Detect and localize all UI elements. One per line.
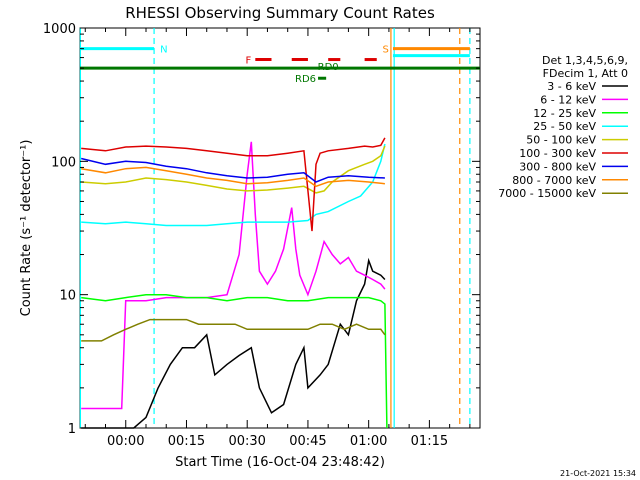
- y-tick-label: 10: [59, 289, 76, 304]
- x-tick-label: 00:30: [228, 434, 265, 449]
- series-line-0: [81, 257, 386, 429]
- flag-label: RD0: [318, 62, 339, 73]
- legend-label-1: 6 - 12 keV: [540, 93, 596, 106]
- legend-label-4: 50 - 100 keV: [526, 134, 596, 147]
- series-lines: [81, 137, 388, 429]
- legend: Det 1,3,4,5,6,9,FDecim 1, Att 03 - 6 keV…: [498, 54, 628, 200]
- legend-label-0: 3 - 6 keV: [547, 80, 596, 93]
- flag-label: S: [383, 45, 389, 56]
- legend-header: FDecim 1, Att 0: [543, 67, 628, 80]
- flag-label: N: [160, 45, 167, 56]
- flag-label: RD6: [295, 74, 316, 85]
- chart-title: RHESSI Observing Summary Count Rates: [125, 4, 435, 22]
- plot-frame: [79, 27, 481, 429]
- legend-label-7: 800 - 7000 keV: [512, 174, 596, 187]
- series-line-5: [81, 137, 386, 232]
- legend-label-5: 100 - 300 keV: [519, 147, 596, 160]
- y-axis-label: Count Rate (s⁻¹ detector⁻¹): [19, 140, 34, 317]
- series-line-7: [81, 166, 385, 188]
- x-tick-label: 01:15: [411, 434, 448, 449]
- y-tick-label: 100: [51, 155, 76, 170]
- legend-header: Det 1,3,4,5,6,9,: [542, 54, 628, 67]
- x-tick-label: 00:15: [168, 434, 205, 449]
- vertical-markers: [79, 28, 471, 428]
- legend-label-2: 12 - 25 keV: [533, 107, 596, 120]
- series-line-4: [81, 145, 386, 194]
- legend-label-3: 25 - 50 keV: [533, 120, 596, 133]
- x-tick-label: 01:00: [350, 434, 387, 449]
- y-tick-label: 1000: [43, 22, 76, 37]
- series-line-3: [81, 143, 386, 227]
- y-tick-label: 1: [68, 422, 76, 437]
- series-line-1: [81, 141, 386, 410]
- legend-label-6: 300 - 800 keV: [519, 160, 596, 173]
- legend-label-8: 7000 - 15000 keV: [498, 187, 596, 200]
- series-line-2: [81, 293, 388, 429]
- axes: 00:00 00:15 00:30 00:45 01:00 01:15 1 10 100 1000: [43, 22, 480, 449]
- x-tick-label: 00:45: [289, 434, 326, 449]
- x-axis-label: Start Time (16-Oct-04 23:48:42): [175, 455, 385, 470]
- x-tick-label: 00:00: [107, 434, 144, 449]
- flag-label: F: [245, 56, 251, 67]
- series-line-8: [81, 318, 386, 342]
- series-line-6: [81, 157, 385, 183]
- footer-date: 21-Oct-2021 15:34: [560, 469, 636, 478]
